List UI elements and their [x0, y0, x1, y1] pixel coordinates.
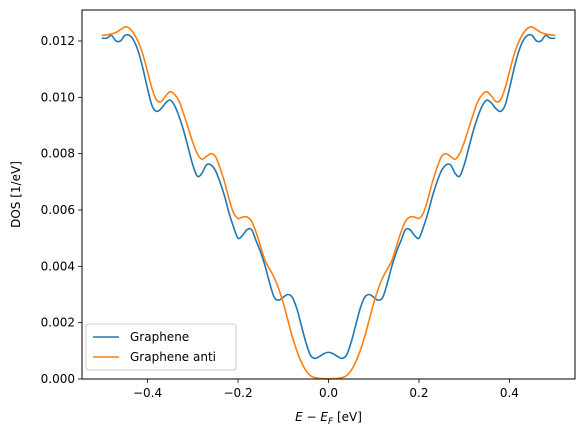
x-tick-label: −0.2 — [223, 386, 252, 400]
y-axis-ticks: 0.000 0.002 0.004 0.006 0.008 0.010 0.012 — [41, 34, 82, 386]
y-tick-label: 0.000 — [41, 372, 75, 386]
x-axis-label-unit: [eV] — [333, 410, 362, 424]
x-tick-label: 0.0 — [319, 386, 338, 400]
x-axis-ticks: −0.4 −0.2 0.0 0.2 0.4 — [133, 379, 519, 400]
y-tick-label: 0.004 — [41, 259, 75, 273]
y-axis-label: DOS [1/eV] — [9, 161, 23, 228]
legend-label: Graphene — [130, 330, 189, 344]
x-axis-label: E − EF [eV] — [295, 410, 362, 427]
y-tick-label: 0.010 — [41, 90, 75, 104]
y-tick-label: 0.012 — [41, 34, 75, 48]
series-line-graphene — [102, 35, 554, 359]
x-tick-label: 0.4 — [500, 386, 519, 400]
y-tick-label: 0.002 — [41, 316, 75, 330]
y-tick-label: 0.006 — [41, 203, 75, 217]
legend: Graphene Graphene anti — [86, 324, 236, 370]
x-tick-label: 0.2 — [409, 386, 428, 400]
y-tick-label: 0.008 — [41, 147, 75, 161]
legend-label: Graphene anti — [130, 350, 216, 364]
x-axis-label-main: E − E — [295, 410, 328, 424]
x-tick-label: −0.4 — [133, 386, 162, 400]
